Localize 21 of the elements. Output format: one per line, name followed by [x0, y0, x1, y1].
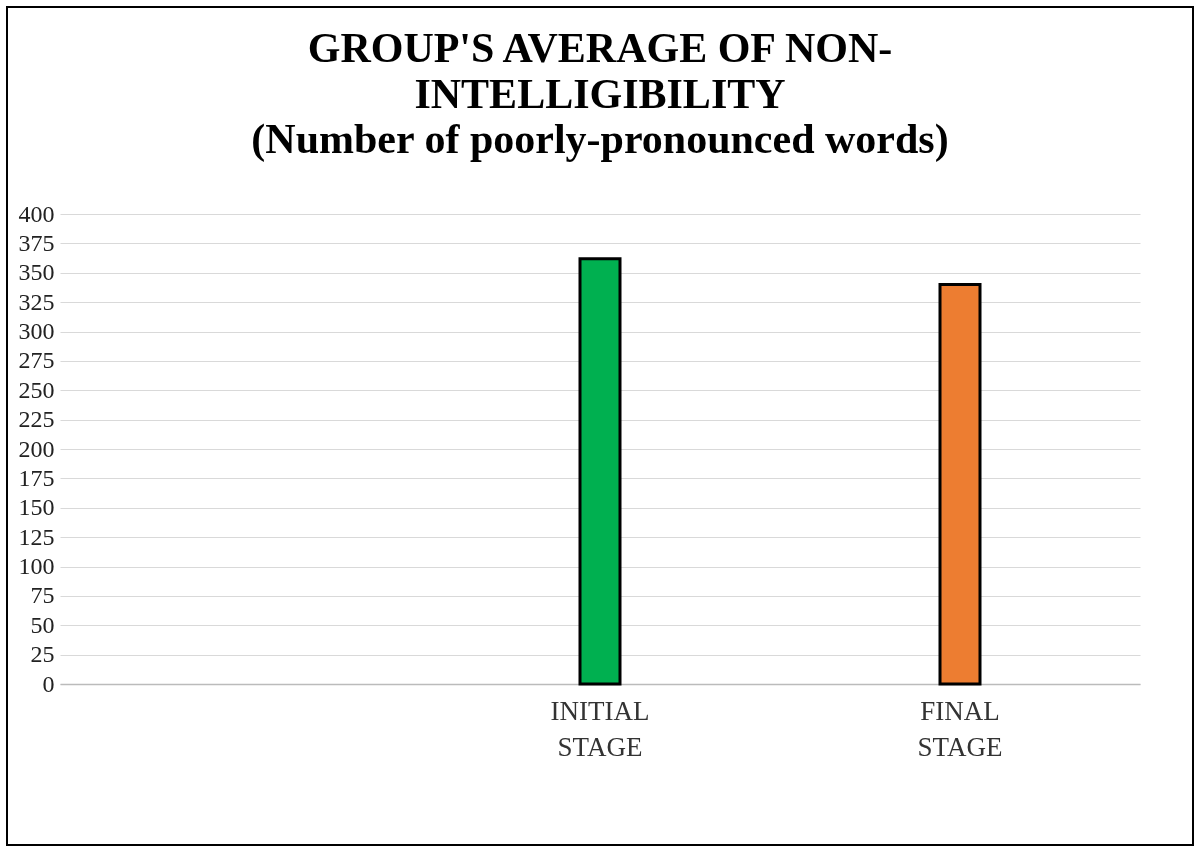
- y-tick-label: 0: [42, 670, 55, 697]
- chart-title: GROUP'S AVERAGE OF NON-INTELLIGIBILITY: [307, 25, 893, 117]
- x-tick-label: FINAL STAGE: [917, 695, 1003, 762]
- y-tick-label: 125: [18, 523, 55, 550]
- y-tick-label: 75: [30, 582, 55, 609]
- y-tick-label: 175: [18, 464, 55, 491]
- y-tick-label: 325: [18, 288, 55, 315]
- chart-subtitle: (Number of poorly-pronounced words): [251, 116, 949, 163]
- x-tick-label: INITIAL STAGE: [550, 695, 650, 762]
- y-tick-label: 225: [18, 406, 55, 433]
- y-tick-label: 350: [18, 259, 55, 286]
- y-tick-label: 100: [18, 553, 55, 579]
- y-tick-label: 300: [18, 318, 55, 344]
- y-tick-label: 400: [18, 200, 55, 227]
- y-tick-label: 150: [18, 494, 55, 521]
- y-tick-label: 250: [18, 376, 55, 403]
- y-tick-label: 200: [18, 435, 55, 462]
- y-tick-label: 275: [18, 347, 55, 374]
- y-tick-label: 50: [30, 611, 55, 638]
- y-tick-label: 375: [18, 229, 55, 256]
- y-tick-label: 25: [30, 641, 55, 668]
